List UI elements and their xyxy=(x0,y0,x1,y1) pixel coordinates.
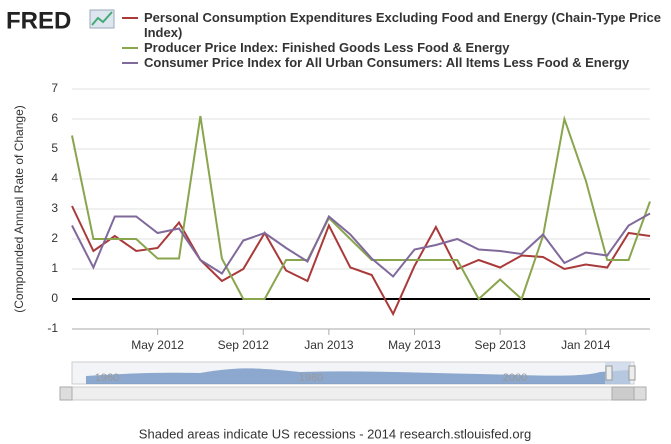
scrollbar[interactable] xyxy=(71,386,635,401)
series-line xyxy=(71,212,651,278)
y-tick-label: -1 xyxy=(47,321,58,335)
navigator-handle[interactable] xyxy=(605,365,613,381)
series-line xyxy=(71,205,651,317)
footer: Shaded areas indicate US recessions - 20… xyxy=(139,426,531,441)
y-tick-label: 3 xyxy=(51,201,58,215)
legend-label: Consumer Price Index for All Urban Consu… xyxy=(144,55,630,70)
x-tick-label: May 2012 xyxy=(131,338,184,352)
legend-swatch xyxy=(122,62,138,64)
y-tick-label: 1 xyxy=(51,261,58,275)
logo-icon xyxy=(89,9,115,29)
x-tick-label: May 2013 xyxy=(388,338,441,352)
y-tick-label: 5 xyxy=(51,141,58,155)
y-tick-label: 4 xyxy=(51,171,58,185)
navigator-area xyxy=(86,368,630,384)
x-tick-label: Jan 2013 xyxy=(304,338,354,352)
y-tick-label: 2 xyxy=(51,231,58,245)
scrollbar-thumb[interactable] xyxy=(611,386,635,401)
scrollbar-button[interactable] xyxy=(59,386,73,401)
legend-swatch xyxy=(122,17,138,19)
navigator-label: 2000 xyxy=(503,372,527,384)
navigator xyxy=(59,361,647,401)
legend-swatch xyxy=(122,47,138,49)
x-tick-label: Jan 2014 xyxy=(561,338,611,352)
y-tick-label: 7 xyxy=(51,81,58,95)
legend-entry[interactable]: Personal Consumption Expenditures Exclud… xyxy=(122,10,670,40)
navigator-label: 1960 xyxy=(95,372,119,384)
legend: Personal Consumption Expenditures Exclud… xyxy=(122,10,670,70)
legend-label: Personal Consumption Expenditures Exclud… xyxy=(144,10,661,40)
y-tick-label: 0 xyxy=(51,291,58,305)
logo-icon-line xyxy=(91,11,113,26)
legend-entry[interactable]: Producer Price Index: Finished Goods Les… xyxy=(122,40,670,55)
legend-label: Producer Price Index: Finished Goods Les… xyxy=(144,40,510,55)
y-tick-label: 6 xyxy=(51,111,58,125)
x-tick-label: Sep 2012 xyxy=(218,338,270,352)
logo: FRED xyxy=(6,7,71,34)
legend-entry[interactable]: Consumer Price Index for All Urban Consu… xyxy=(122,55,670,70)
x-tick-label: Sep 2013 xyxy=(474,338,526,352)
series-line xyxy=(71,115,651,301)
navigator-label: 1980 xyxy=(299,372,323,384)
y-axis-label: (Compounded Annual Rate of Change) xyxy=(12,105,26,312)
scrollbar-button[interactable] xyxy=(633,386,647,401)
navigator-handle[interactable] xyxy=(628,365,636,381)
